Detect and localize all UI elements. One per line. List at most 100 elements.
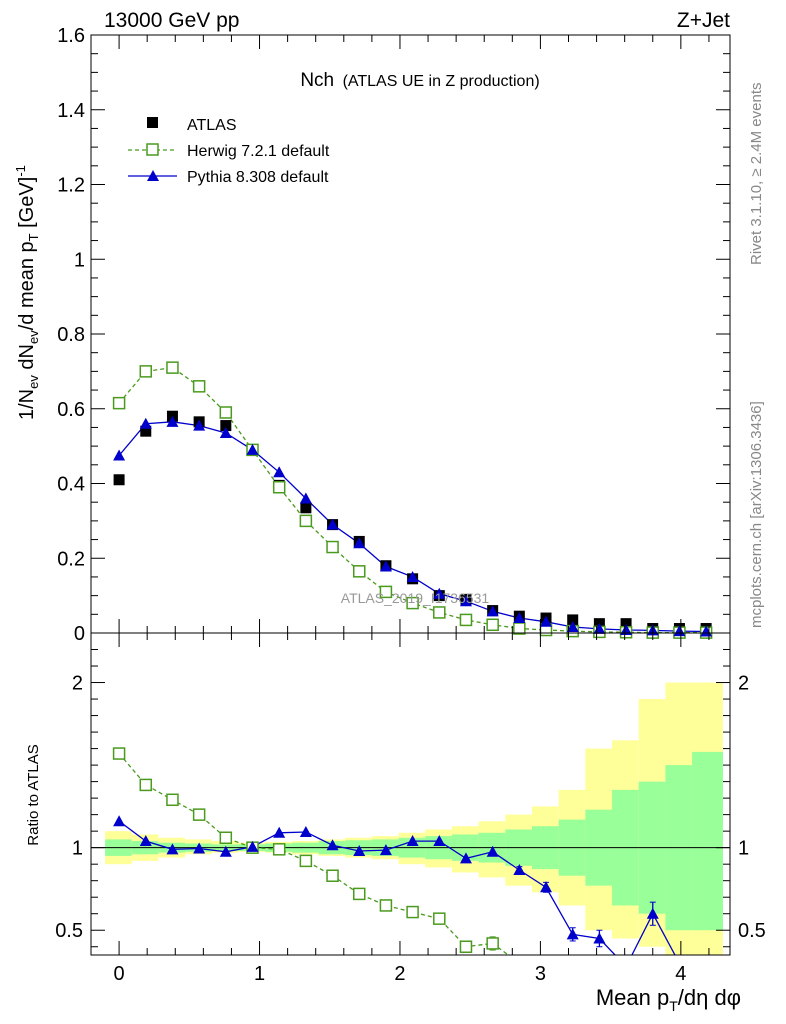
main-point-s2-13 — [459, 595, 472, 607]
main-point-s1-6 — [272, 480, 286, 494]
ratio-point-s1-8 — [326, 839, 339, 851]
main-point-s1-11 — [406, 596, 419, 610]
main-point-s0-1 — [140, 425, 152, 437]
main-point-s1-15 — [513, 622, 526, 635]
main-point-s2-11 — [406, 570, 419, 582]
legend-marker-herwig — [146, 143, 159, 156]
ratio-xtick-label-0: 0 — [114, 963, 125, 985]
main-point-s2-2 — [166, 415, 179, 427]
ratio-xtick-label-2: 2 — [394, 963, 405, 985]
legend-marker-pythia — [147, 170, 159, 181]
ratio-point-s1-5 — [246, 840, 259, 852]
ratio-panel: 0.5 0.5 1 1 2 2 0 1 2 3 4 Ratio to ATLAS Mean pT/d… — [25, 632, 766, 1014]
main-ticks: 0 0.2 0.4 0.6 0.8 1 1.2 1.4 1.6 — [57, 25, 730, 645]
header-right: Z+Jet — [677, 9, 730, 32]
ratio-xtick-label-3: 3 — [535, 963, 546, 985]
ratio-point-s0-9 — [352, 887, 366, 901]
main-title: Nch (ATLAS UE in Z production) — [300, 70, 539, 91]
ratio-point-s1-2 — [166, 843, 179, 855]
main-point-s0-19 — [620, 618, 632, 630]
ratio-clipped-layer — [91, 682, 730, 955]
ratio-ytick-label-left-2: 2 — [72, 673, 83, 695]
ratio-point-s0-3 — [192, 808, 206, 821]
main-point-s1-14 — [486, 618, 499, 632]
main-ytick-label-4: 0.8 — [57, 324, 85, 346]
legend-label-herwig: Herwig 7.2.1 default — [187, 143, 330, 160]
ratio-point-s1-17 — [566, 928, 579, 940]
ratio-point-s1-15 — [513, 863, 526, 875]
ratio-point-s0-7 — [299, 854, 313, 868]
ratio-series-line-0 — [118, 753, 510, 955]
main-point-s0-0 — [113, 474, 125, 486]
ratio-point-s1-14 — [486, 845, 499, 857]
ratio-point-s0-14 — [486, 937, 499, 950]
main-point-s2-15 — [513, 612, 526, 624]
ratio-point-s0-8 — [326, 869, 339, 882]
ratio-point-s0-0 — [112, 747, 126, 760]
main-point-s1-1 — [139, 365, 153, 378]
main-point-s2-16 — [540, 615, 553, 627]
main-ytick-label-7: 1.4 — [57, 100, 85, 122]
ratio-point-s1-9 — [353, 844, 366, 856]
main-point-s0-17 — [567, 614, 579, 626]
main-point-s1-13 — [459, 613, 473, 627]
main-point-s1-7 — [299, 514, 313, 528]
main-point-s1-3 — [192, 380, 206, 393]
main-ytick-label-6: 1.2 — [57, 175, 85, 197]
ratio-xlabel: Mean pT/dη dφ — [596, 985, 741, 1014]
ratio-point-s1-12 — [433, 835, 446, 847]
ratio-point-s1-0 — [113, 815, 126, 827]
header-left: 13000 GeV pp — [104, 9, 239, 32]
ratio-point-s0-13 — [459, 940, 473, 953]
ratio-xtick-label-4: 4 — [675, 963, 686, 985]
main-point-s2-0 — [113, 449, 126, 461]
mcplots-label: mcplots.cern.ch [arXiv:1306.3436] — [748, 401, 765, 628]
main-point-s2-6 — [273, 466, 286, 478]
main-point-s0-7 — [300, 502, 312, 514]
main-ytick-label-3: 0.6 — [57, 399, 85, 421]
main-point-s1-8 — [326, 540, 339, 554]
main-point-s2-17 — [566, 621, 579, 633]
main-point-s2-9 — [353, 537, 366, 549]
ratio-point-s0-6 — [272, 843, 286, 856]
main-point-s2-5 — [246, 443, 259, 455]
ratio-point-s0-12 — [433, 912, 446, 925]
ratio-series-line-1 — [118, 820, 676, 955]
main-point-s1-9 — [352, 565, 366, 578]
ratio-ytick-label-left-1: 1 — [72, 838, 83, 860]
main-point-s2-4 — [219, 427, 232, 439]
main-point-s2-12 — [433, 587, 446, 599]
ratio-ytick-label-left-0: 0.5 — [55, 920, 83, 942]
legend-label-pythia: Pythia 8.308 default — [187, 169, 329, 186]
ratio-stat-band-bin — [692, 751, 723, 931]
ratio-point-s0-2 — [166, 793, 179, 807]
main-point-s2-10 — [379, 560, 392, 572]
ratio-point-s1-3 — [193, 842, 206, 854]
ratio-point-s1-20 — [646, 907, 659, 919]
rivet-label: Rivet 3.1.10, ≥ 2.4M events — [748, 83, 765, 266]
ratio-ylabel: Ratio to ATLAS — [25, 744, 42, 845]
ratio-ticks: 0.5 0.5 1 1 2 2 0 1 2 3 4 — [55, 633, 766, 985]
ratio-point-s1-18 — [593, 932, 606, 944]
main-point-s0-4 — [220, 420, 232, 432]
ratio-xtick-label-1: 1 — [254, 963, 265, 985]
main-ytick-label-2: 0.4 — [57, 474, 85, 496]
ratio-series-layer — [112, 747, 676, 955]
ratio-ytick-label-right-0: 0.5 — [738, 920, 766, 942]
ratio-point-s1-6 — [273, 826, 286, 838]
ratio-ytick-label-right-2: 2 — [738, 673, 749, 695]
main-point-s1-0 — [112, 396, 126, 410]
legend-marker-atlas — [147, 117, 158, 128]
ratio-point-s1-13 — [459, 852, 472, 864]
main-ytick-label-0: 0 — [74, 623, 85, 645]
main-point-s2-7 — [299, 492, 312, 504]
ratio-frame — [90, 632, 731, 956]
main-point-s1-10 — [379, 585, 393, 599]
ratio-point-s1-1 — [139, 835, 152, 847]
analysis-watermark: ATLAS_2019_I1736531 — [341, 590, 490, 606]
main-point-s1-12 — [433, 606, 446, 619]
ratio-point-s1-7 — [299, 825, 312, 837]
main-point-s2-19 — [620, 624, 633, 636]
ratio-point-s1-4 — [219, 845, 232, 857]
legend: ATLAS Herwig 7.2.1 default Pythia 8.308 … — [128, 117, 330, 186]
